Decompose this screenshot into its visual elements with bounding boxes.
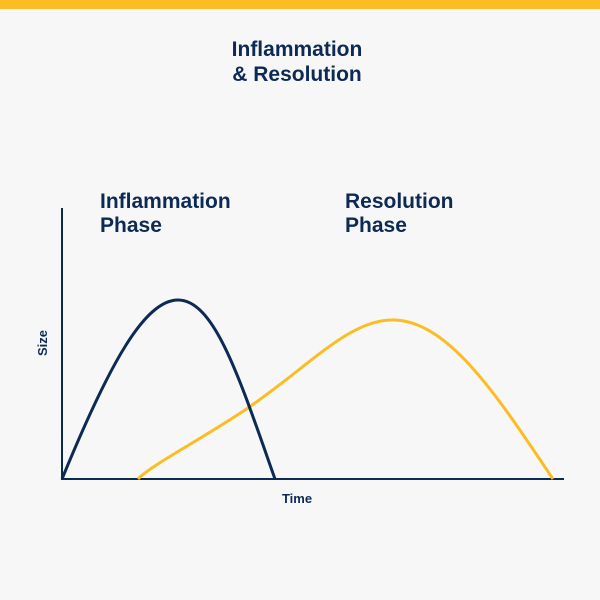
phase-label: Phase: [345, 214, 407, 237]
phase-label: Phase: [100, 214, 162, 237]
top-bar: [0, 0, 600, 9]
y-axis-label: Size: [35, 330, 50, 356]
resolution-curve: [136, 318, 555, 481]
inflammation-curve: [60, 298, 277, 480]
phase-label: Resolution: [345, 190, 454, 213]
title-line: & Resolution: [232, 63, 362, 86]
x-axis-label: Time: [282, 491, 312, 506]
title-line: Inflammation: [232, 38, 363, 61]
phase-label: Inflammation: [100, 190, 231, 213]
